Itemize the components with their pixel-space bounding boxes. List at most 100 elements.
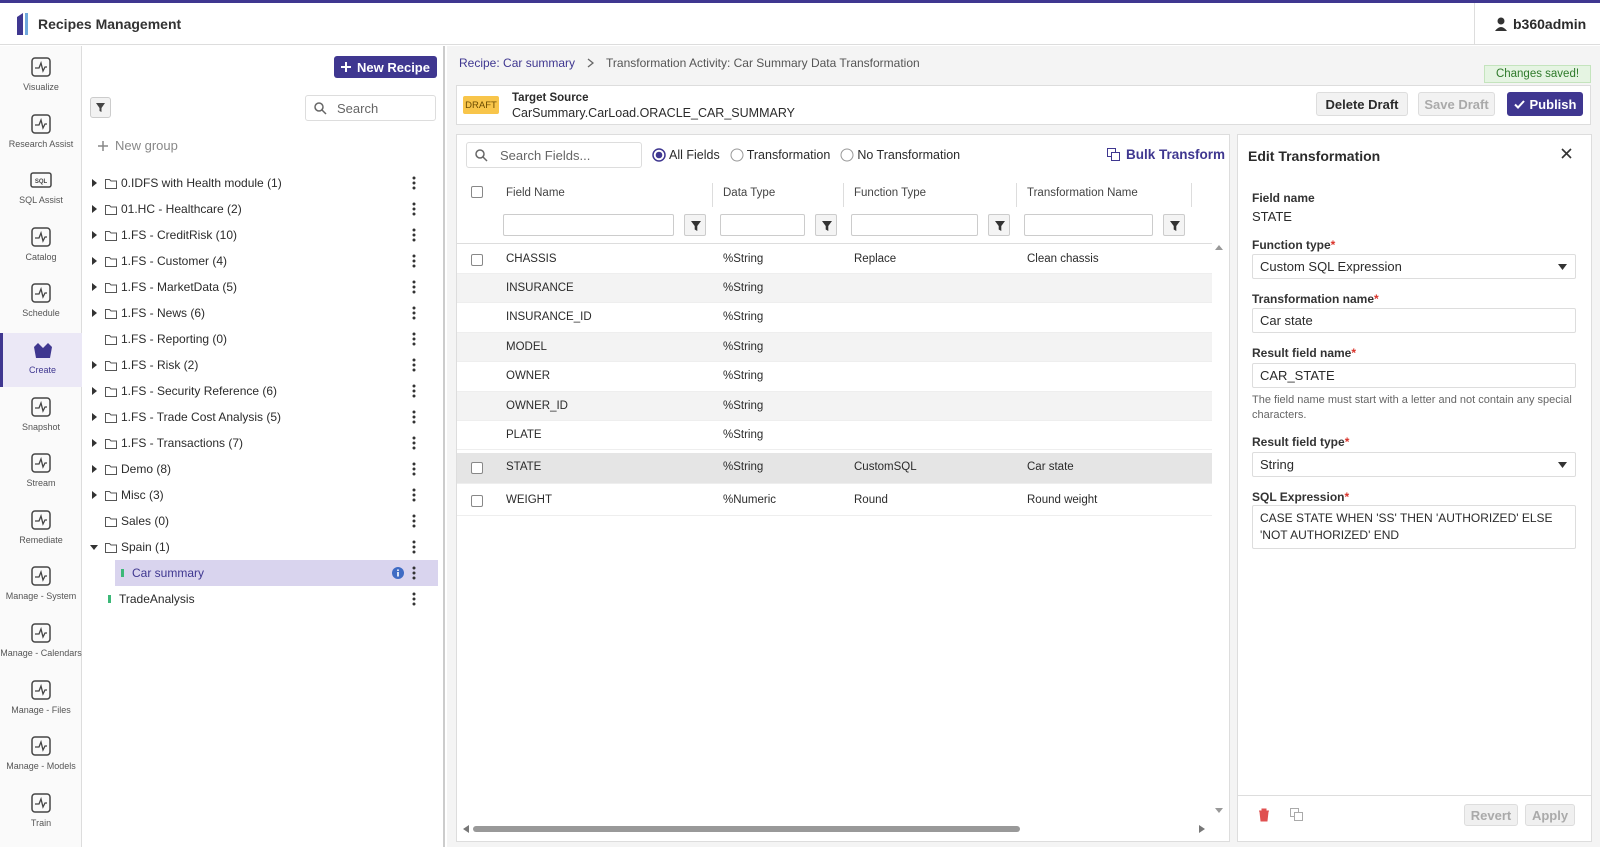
kebab-menu[interactable] (412, 592, 416, 606)
table-row[interactable] (457, 362, 1212, 392)
new-recipe-button[interactable]: New Recipe (334, 56, 437, 78)
tree-row[interactable]: 1.FS - Security Reference (6) (82, 378, 445, 404)
tree-row[interactable]: 0.IDFS with Health module (1) (82, 170, 445, 196)
nav-item[interactable]: SQL SQL Assist (0, 163, 82, 217)
kebab-menu[interactable] (412, 254, 416, 268)
column-filter-input[interactable] (720, 214, 805, 236)
kebab-menu[interactable] (412, 358, 416, 372)
nav-item[interactable]: Manage - System (0, 559, 82, 613)
breadcrumb-link[interactable]: Recipe: Car summary (459, 56, 576, 70)
button-label: Publish (1529, 96, 1577, 112)
nav-item[interactable]: Catalog (0, 220, 82, 274)
kebab-menu[interactable] (412, 306, 416, 320)
nav-item[interactable]: Manage - Files (0, 673, 82, 727)
column-filter-button[interactable] (988, 214, 1010, 236)
duplicate-icon[interactable] (1290, 808, 1303, 821)
table-row[interactable] (457, 303, 1212, 333)
kebab-menu[interactable] (412, 540, 416, 554)
row-checkbox[interactable] (471, 462, 483, 475)
table-row[interactable] (457, 392, 1212, 421)
function-type-select[interactable]: Custom SQL Expression (1252, 254, 1576, 279)
folder-icon (105, 464, 117, 475)
tree-row[interactable]: TradeAnalysis (82, 586, 445, 612)
kebab-menu[interactable] (412, 566, 416, 580)
select-all[interactable] (471, 186, 483, 198)
tree-row[interactable]: Demo (8) (82, 456, 445, 482)
table-row[interactable] (457, 452, 1212, 484)
filter-button[interactable] (90, 97, 111, 118)
table-row[interactable] (457, 333, 1212, 363)
field-search[interactable]: Search Fields... (466, 142, 642, 168)
nav-item[interactable]: Create (0, 333, 82, 387)
kebab-menu[interactable] (412, 176, 416, 190)
nav-item[interactable]: Remediate (0, 503, 82, 557)
icon-line (35, 796, 47, 809)
column-filter-input[interactable] (851, 214, 978, 236)
kebab-menu[interactable] (412, 384, 416, 398)
tree-row[interactable]: 1.FS - Reporting (0) (82, 326, 445, 352)
select-value: Custom SQL Expression (1260, 259, 1402, 274)
kebab-menu[interactable] (412, 462, 416, 476)
tree-row[interactable]: 1.FS - MarketData (5) (82, 274, 445, 300)
kebab-menu[interactable] (412, 436, 416, 450)
kebab-menu[interactable] (412, 488, 416, 502)
table-row[interactable] (457, 245, 1212, 274)
kebab-menu[interactable] (412, 228, 416, 242)
row-checkbox[interactable] (471, 253, 483, 266)
tree-row[interactable]: 01.HC - Healthcare (2) (82, 196, 445, 222)
column-filter-button[interactable] (1163, 214, 1185, 236)
column-filter-button[interactable] (815, 214, 837, 236)
transformation-name-input[interactable]: Car state (1252, 308, 1576, 333)
tree-row[interactable]: Car summary (115, 560, 438, 586)
nav-item[interactable]: Schedule (0, 276, 82, 330)
folder-icon (105, 282, 117, 293)
tree-row[interactable]: 1.FS - CreditRisk (10) (82, 222, 445, 248)
nav-item[interactable]: Stream (0, 446, 82, 500)
column-filter-input[interactable] (503, 214, 674, 236)
header-button[interactable]: Publish (1507, 92, 1583, 116)
filter-radio[interactable]: Transformation (730, 148, 830, 162)
bulk-transform[interactable]: Bulk Transform (1107, 147, 1225, 162)
kebab-menu[interactable] (412, 514, 416, 528)
user-menu[interactable]: b360admin (1474, 3, 1600, 45)
column-filter-input[interactable] (1024, 214, 1153, 236)
header-button[interactable]: Delete Draft (1316, 92, 1408, 116)
tree-row[interactable]: Spain (1) (82, 534, 445, 560)
result-field-type-select[interactable]: String (1252, 452, 1576, 477)
tree-row[interactable]: Misc (3) (82, 482, 445, 508)
close-button[interactable] (1561, 148, 1572, 159)
kebab-menu[interactable] (412, 280, 416, 294)
nav-item[interactable]: Snapshot (0, 390, 82, 444)
arrow-shape (92, 179, 97, 187)
tree-row[interactable]: 1.FS - Trade Cost Analysis (5) (82, 404, 445, 430)
nav-item[interactable]: Train (0, 786, 82, 840)
table-row[interactable] (457, 274, 1212, 304)
column-filter-button[interactable] (684, 214, 706, 236)
delete-icon[interactable] (1258, 808, 1270, 822)
tree-row[interactable]: 1.FS - Customer (4) (82, 248, 445, 274)
nav-item[interactable]: Manage - Calendars (0, 616, 82, 670)
nav-item[interactable]: Research Assist (0, 107, 82, 161)
filter-radio[interactable]: All Fields (652, 148, 720, 162)
sql-input[interactable]: CASE STATE WHEN 'SS' THEN 'AUTHORIZED' E… (1252, 505, 1576, 549)
kebab-menu[interactable] (412, 332, 416, 346)
table-row[interactable] (457, 485, 1212, 517)
tree-row[interactable]: 1.FS - Transactions (7) (82, 430, 445, 456)
filter-radio[interactable]: No Transformation (840, 148, 960, 162)
row-checkbox[interactable] (471, 494, 483, 507)
nav-item[interactable]: Visualize (0, 50, 82, 104)
sidebar-search[interactable]: Search (305, 95, 436, 121)
nav-item[interactable]: Manage - Models (0, 729, 82, 783)
tree-row[interactable]: 1.FS - News (6) (82, 300, 445, 326)
new-group[interactable]: New group (98, 138, 178, 153)
cell-type: %String (723, 252, 764, 265)
tree-row[interactable]: 1.FS - Risk (2) (82, 352, 445, 378)
info-icon[interactable] (392, 567, 404, 579)
tree-row[interactable]: Sales (0) (82, 508, 445, 534)
table-row[interactable] (457, 421, 1212, 451)
table-header (457, 178, 1212, 244)
kebab-menu[interactable] (412, 410, 416, 424)
kebab-menu[interactable] (412, 202, 416, 216)
result-field-name-input[interactable]: CAR_STATE (1252, 363, 1576, 388)
header-button: Save Draft (1418, 92, 1495, 116)
